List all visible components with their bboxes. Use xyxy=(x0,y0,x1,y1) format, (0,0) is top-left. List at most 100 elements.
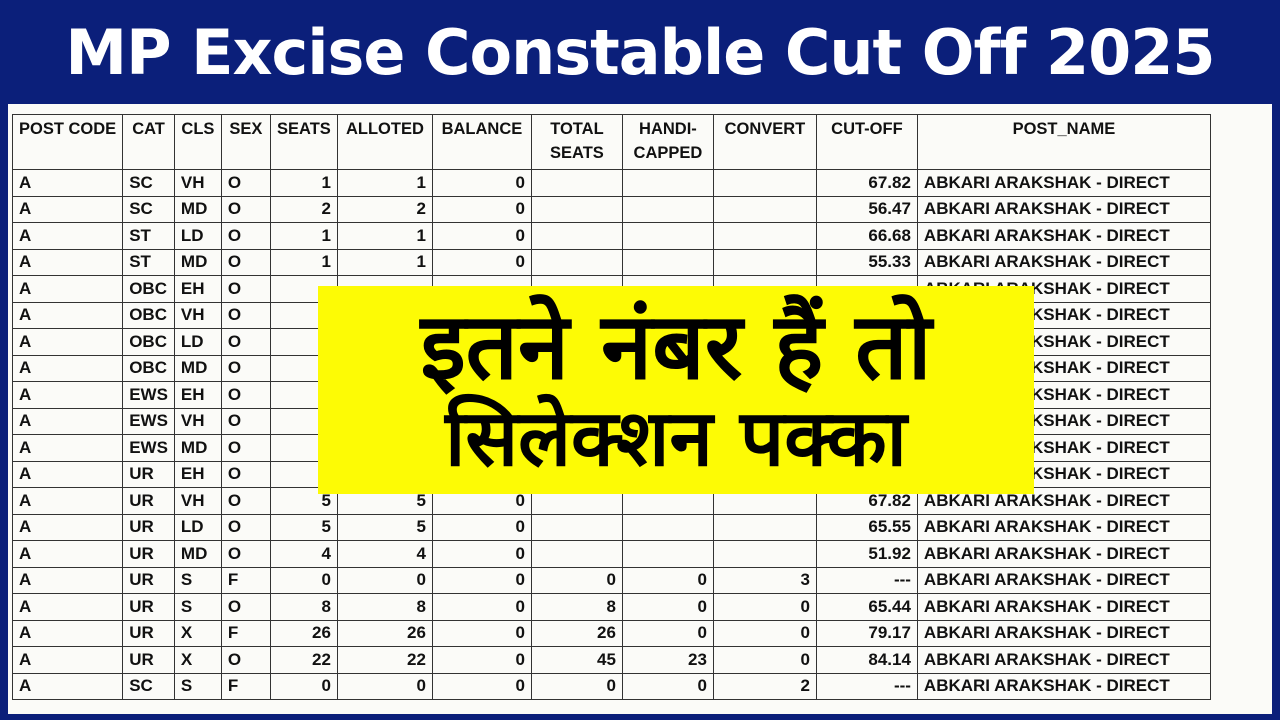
table-cell: 0 xyxy=(621,566,714,594)
table-cell: A xyxy=(11,222,124,250)
table-cell: EH xyxy=(173,460,222,488)
table-cell: A xyxy=(11,672,124,700)
table-cell: UR xyxy=(122,460,175,488)
table-cell: SC xyxy=(122,195,175,223)
table-cell: A xyxy=(11,646,124,674)
table-cell: --- xyxy=(815,566,918,594)
table-cell: O xyxy=(220,487,271,515)
column-header: HANDI- CAPPED xyxy=(621,114,714,170)
table-cell: A xyxy=(11,248,124,276)
table-cell xyxy=(621,169,714,197)
table-cell: 23 xyxy=(621,646,714,674)
table-row: A SC MD O 2 2 0 56.47 ABKARI ARAKSHAK - DIRECT xyxy=(11,195,1211,223)
table-cell: 0 xyxy=(530,672,623,700)
table-row: A UR X O 22 22 0 45 23 0 84.14 ABKARI ARAKSHAK - DI… xyxy=(11,646,1211,674)
table-cell: ABKARI ARAKSHAK - DIRECT xyxy=(916,248,1211,276)
table-cell: SC xyxy=(122,672,175,700)
table-cell xyxy=(621,540,714,568)
table-cell: 51.92 xyxy=(815,540,918,568)
table-cell: ST xyxy=(122,248,175,276)
table-cell: LD xyxy=(173,328,222,356)
table-cell: ST xyxy=(122,222,175,250)
table-cell: O xyxy=(220,513,271,541)
table-cell: ABKARI ARAKSHAK - DIRECT xyxy=(916,540,1211,568)
table-cell: MD xyxy=(173,195,222,223)
table-cell: S xyxy=(173,672,222,700)
table-cell: A xyxy=(11,619,124,647)
table-cell: O xyxy=(220,434,271,462)
table-cell: O xyxy=(220,328,271,356)
table-cell: ABKARI ARAKSHAK - DIRECT xyxy=(916,513,1211,541)
table-cell: 1 xyxy=(269,169,338,197)
table-cell: 0 xyxy=(530,566,623,594)
table-cell: A xyxy=(11,169,124,197)
table-row: A ST LD O 1 1 0 66.68 ABKARI ARAKSHAK - DIRECT xyxy=(11,222,1211,250)
table-row: A SC VH O 1 1 0 67.82 ABKARI ARAKSHAK - DIRECT xyxy=(11,169,1211,197)
table-cell: 65.44 xyxy=(815,593,918,621)
table-cell: ABKARI ARAKSHAK - DIRECT xyxy=(916,619,1211,647)
table-cell: A xyxy=(11,566,124,594)
table-cell: 66.68 xyxy=(815,222,918,250)
table-cell: 56.47 xyxy=(815,195,918,223)
table-cell: 26 xyxy=(269,619,338,647)
table-cell: O xyxy=(220,301,271,329)
table-cell: 8 xyxy=(336,593,433,621)
table-cell: 0 xyxy=(712,619,817,647)
table-cell: A xyxy=(11,487,124,515)
column-header: CONVERT xyxy=(712,114,817,170)
table-cell: O xyxy=(220,222,271,250)
table-cell: ABKARI ARAKSHAK - DIRECT xyxy=(916,222,1211,250)
table-cell: A xyxy=(11,301,124,329)
table-cell xyxy=(621,195,714,223)
table-cell: O xyxy=(220,460,271,488)
table-cell: ABKARI ARAKSHAK - DIRECT xyxy=(916,169,1211,197)
table-cell: MD xyxy=(173,248,222,276)
table-cell: EWS xyxy=(122,407,175,435)
table-cell: OBC xyxy=(122,354,175,382)
table-row: A ST MD O 1 1 0 55.33 ABKARI ARAKSHAK - DIRECT xyxy=(11,248,1211,276)
table-cell: 0 xyxy=(269,672,338,700)
table-cell: LD xyxy=(173,513,222,541)
table-cell: 55.33 xyxy=(815,248,918,276)
table-cell xyxy=(712,169,817,197)
table-cell: F xyxy=(220,619,271,647)
table-cell: X xyxy=(173,646,222,674)
column-header: BALANCE xyxy=(431,114,532,170)
table-cell: F xyxy=(220,566,271,594)
column-header: SEATS xyxy=(269,114,338,170)
table-cell: 22 xyxy=(269,646,338,674)
column-header: CLS xyxy=(173,114,222,170)
table-cell: A xyxy=(11,540,124,568)
table-cell: VH xyxy=(173,301,222,329)
table-header-row: POST CODE CAT CLS SEX SEATS ALLOTED BALA… xyxy=(11,114,1211,170)
table-cell xyxy=(530,513,623,541)
table-cell: 0 xyxy=(431,593,532,621)
table-cell: EH xyxy=(173,381,222,409)
column-header: TOTAL SEATS xyxy=(530,114,623,170)
table-cell: MD xyxy=(173,354,222,382)
table-row: A UR VH O 5 5 0 67.82 ABKARI ARAKSHAK - DIRECT xyxy=(11,487,1211,515)
table-cell: 84.14 xyxy=(815,646,918,674)
table-cell: 0 xyxy=(336,672,433,700)
table-cell: 0 xyxy=(269,566,338,594)
table-row: A UR X F 26 26 0 26 0 0 79.17 ABKARI ARAKSHAK - DIR… xyxy=(11,619,1211,647)
table-cell: A xyxy=(11,195,124,223)
table-cell: S xyxy=(173,593,222,621)
table-row: A UR S F 0 0 0 0 0 3 --- ABKARI ARAKSHAK - DIRECT xyxy=(11,566,1211,594)
table-cell: 8 xyxy=(269,593,338,621)
table-cell: A xyxy=(11,381,124,409)
table-cell: A xyxy=(11,593,124,621)
table-cell: 22 xyxy=(336,646,433,674)
table-cell: 26 xyxy=(336,619,433,647)
table-cell: A xyxy=(11,407,124,435)
table-cell: 65.55 xyxy=(815,513,918,541)
table-cell: A xyxy=(11,354,124,382)
table-cell: 0 xyxy=(431,513,532,541)
table-cell: 1 xyxy=(269,222,338,250)
table-cell: 0 xyxy=(431,248,532,276)
table-cell: O xyxy=(220,248,271,276)
table-cell: 0 xyxy=(431,672,532,700)
table-cell: 79.17 xyxy=(815,619,918,647)
table-cell: ABKARI ARAKSHAK - DIRECT xyxy=(916,195,1211,223)
table-row: A UR S O 8 8 0 8 0 0 65.44 ABKARI ARAKSHAK - DIRECT xyxy=(11,593,1211,621)
